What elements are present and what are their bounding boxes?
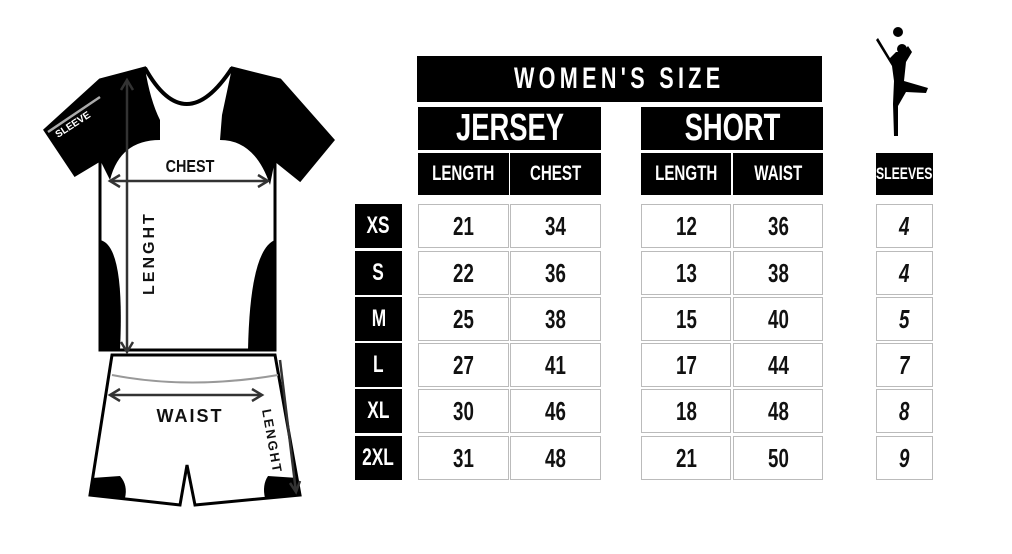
waist-label: WAIST [157, 406, 224, 426]
cell-jersey-length: 22 [418, 251, 509, 295]
cell-jersey-chest: 48 [510, 436, 601, 480]
cell-sleeves: 8 [876, 389, 933, 433]
jersey-drawing [43, 66, 335, 352]
short-length-header: LENGTH [641, 153, 731, 195]
jersey-length-header: LENGTH [418, 153, 509, 195]
cell-short-length: 13 [641, 251, 731, 295]
cell-short-length: 12 [641, 204, 731, 248]
cell-sleeves: 4 [876, 251, 933, 295]
jersey-chest-header: CHEST [510, 153, 601, 195]
cell-short-length: 17 [641, 343, 731, 387]
cell-short-length: 18 [641, 389, 731, 433]
cell-jersey-chest: 41 [510, 343, 601, 387]
cell-jersey-length: 30 [418, 389, 509, 433]
cell-jersey-chest: 34 [510, 204, 601, 248]
cell-sleeves: 9 [876, 436, 933, 480]
cell-short-waist: 50 [733, 436, 823, 480]
cell-jersey-chest: 46 [510, 389, 601, 433]
cell-jersey-length: 21 [418, 204, 509, 248]
cell-jersey-length: 31 [418, 436, 509, 480]
garment-diagram: CHEST LENGHT WAIST LENGHT SLEEVE [43, 66, 335, 507]
volleyball-player-silhouette-icon [876, 27, 928, 136]
measure-arrows [47, 77, 302, 495]
cell-short-waist: 38 [733, 251, 823, 295]
table-title: WOMEN'S SIZE [417, 56, 822, 102]
short-header: SHORT [641, 107, 823, 150]
chest-label: CHEST [166, 157, 215, 177]
size-label-l: L [355, 343, 402, 387]
cell-short-waist: 44 [733, 343, 823, 387]
cell-short-length: 21 [641, 436, 731, 480]
cell-jersey-chest: 38 [510, 297, 601, 341]
size-label-xs: XS [355, 204, 402, 248]
jersey-header: JERSEY [418, 107, 601, 150]
size-label-m: M [355, 297, 402, 341]
cell-sleeves: 4 [876, 204, 933, 248]
sleeves-header: SLEEVES [876, 153, 933, 195]
size-label-2xl: 2XL [355, 436, 402, 480]
short-waist-header: WAIST [733, 153, 823, 195]
cell-jersey-length: 27 [418, 343, 509, 387]
cell-short-waist: 40 [733, 297, 823, 341]
cell-jersey-chest: 36 [510, 251, 601, 295]
cell-sleeves: 7 [876, 343, 933, 387]
cell-sleeves: 5 [876, 297, 933, 341]
cell-short-waist: 36 [733, 204, 823, 248]
short-drawing [88, 353, 302, 507]
jersey-length-label: LENGHT [141, 211, 158, 295]
size-label-s: S [355, 251, 402, 295]
cell-short-waist: 48 [733, 389, 823, 433]
cell-jersey-length: 25 [418, 297, 509, 341]
cell-short-length: 15 [641, 297, 731, 341]
size-label-xl: XL [355, 389, 402, 433]
